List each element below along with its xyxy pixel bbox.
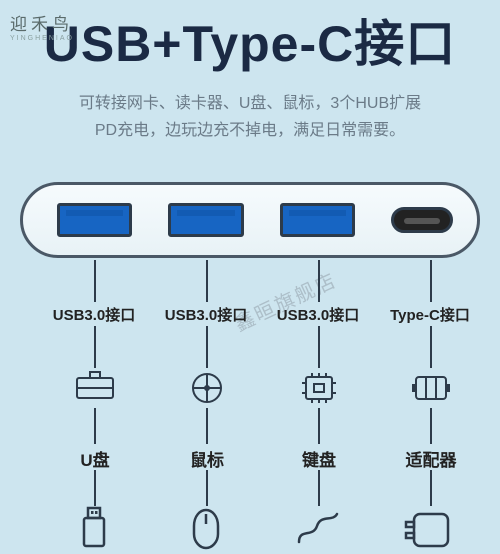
brand-pinyin: YINGHENIAO [10, 35, 74, 42]
leader-line [318, 326, 320, 368]
leader-line [430, 260, 432, 302]
device-label-4: 适配器 [396, 446, 466, 471]
brand-mark: 迎禾鸟 YINGHENIAO [10, 10, 74, 42]
mid-icon-chip [294, 368, 344, 408]
hub-device [20, 182, 480, 258]
leader-line [206, 326, 208, 368]
usb-drive-icon [64, 508, 124, 554]
typec-port [391, 207, 453, 233]
leader-line [318, 260, 320, 302]
leader-line [430, 470, 432, 506]
leader-line [318, 470, 320, 506]
usb-port-1 [57, 203, 132, 237]
leader-line [206, 470, 208, 506]
leader-line [206, 260, 208, 302]
keyboard-cable-icon [288, 508, 348, 554]
brand-name: 迎禾鸟 [10, 10, 74, 35]
leader-line [318, 408, 320, 444]
desc-line-1: 可转接网卡、读卡器、U盘、鼠标，3个HUB扩展 [0, 90, 500, 117]
usb-port-2 [168, 203, 243, 237]
description: 可转接网卡、读卡器、U盘、鼠标，3个HUB扩展 PD充电，边玩边充不掉电，满足日… [0, 90, 500, 144]
mouse-icon [176, 508, 236, 554]
leader-line [94, 408, 96, 444]
leader-line [94, 260, 96, 302]
device-label-2: 鼠标 [172, 446, 242, 471]
mid-icon-pointer [182, 368, 232, 408]
leader-line [206, 408, 208, 444]
leader-line [94, 470, 96, 506]
device-label-1: U盘 [60, 446, 130, 471]
port-label-2: USB3.0接口 [148, 304, 264, 325]
desc-line-2: PD充电，边玩边充不掉电，满足日常需要。 [0, 117, 500, 144]
usb-port-3 [280, 203, 355, 237]
page-title: USB+Type-C接口 [0, 4, 500, 76]
device-label-3: 键盘 [284, 446, 354, 471]
watermark: 鑫晅旗舰店 [229, 264, 341, 337]
leader-line [430, 408, 432, 444]
port-label-4: Type-C接口 [374, 304, 486, 325]
leader-line [94, 326, 96, 368]
port-label-1: USB3.0接口 [36, 304, 152, 325]
leader-line [430, 326, 432, 368]
mid-icon-power [406, 368, 456, 408]
port-label-3: USB3.0接口 [260, 304, 376, 325]
mid-icon-storage [70, 368, 120, 408]
adapter-icon [400, 508, 460, 554]
